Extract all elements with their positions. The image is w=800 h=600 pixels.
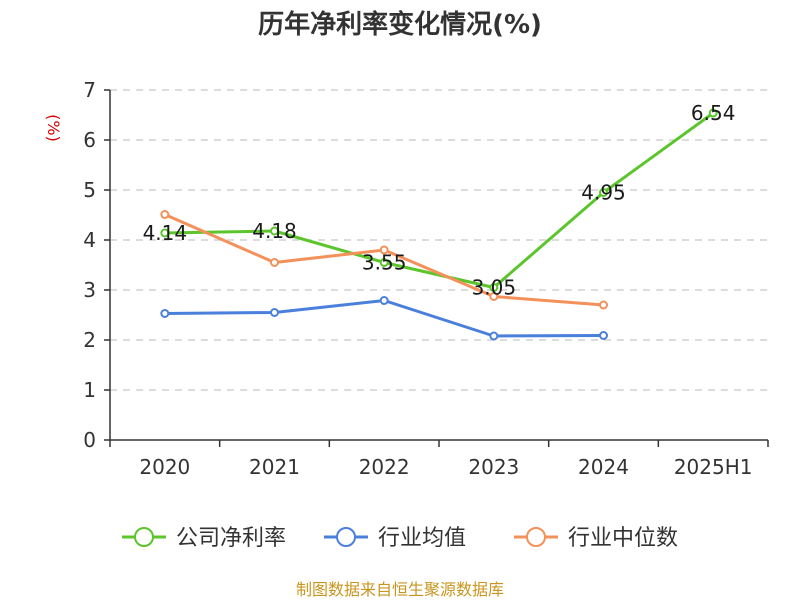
axes: 0 1 2 3 4 5 6 7 2020 2021 2022 2023 2024 2025H1: [83, 78, 769, 479]
data-point: [599, 188, 608, 197]
y-tick-label: 2: [83, 328, 96, 352]
data-label: 4.95: [581, 181, 626, 205]
x-tick-label: 2023: [468, 455, 519, 479]
data-point: [599, 300, 608, 310]
legend-label: 行业均值: [378, 526, 466, 551]
legend-item-1[interactable]: 行业均值: [324, 526, 466, 551]
y-tick-label: 4: [83, 228, 96, 252]
legend-label: 行业中位数: [568, 526, 678, 551]
data-point: [270, 226, 279, 236]
legend-item-2[interactable]: 行业中位数: [514, 526, 678, 551]
data-label: 3.55: [362, 251, 407, 275]
y-axis-unit-label: (%): [44, 114, 63, 142]
data-point: [270, 308, 279, 317]
legend-item-0[interactable]: 公司净利率: [122, 526, 286, 551]
chart-title: 历年净利率变化情况(%): [258, 9, 542, 40]
data-label: 3.05: [472, 276, 517, 300]
legend[interactable]: 公司净利率 行业均值 行业中位数: [122, 526, 678, 551]
data-label: 4.14: [143, 221, 188, 245]
x-tick-label: 2025H1: [674, 455, 753, 479]
data-point: [489, 331, 499, 341]
data-point: [379, 296, 389, 305]
x-tick-label: 2020: [139, 455, 190, 479]
y-tick-label: 6: [83, 128, 96, 152]
data-point: [489, 292, 499, 301]
legend-circle-icon: [134, 527, 154, 547]
data-label: 6.54: [691, 101, 736, 125]
y-tick-label: 1: [83, 378, 96, 402]
data-point: [160, 210, 170, 219]
y-tick-label: 5: [83, 178, 96, 202]
series-line-0: [164, 111, 715, 289]
data-point: [379, 245, 389, 255]
data-point: [708, 108, 718, 118]
y-tick-label: 3: [83, 278, 96, 302]
data-point: [599, 331, 608, 340]
x-tick-label: 2024: [578, 455, 629, 479]
legend-label: 公司净利率: [176, 526, 286, 551]
x-tick-label: 2022: [359, 455, 410, 479]
grid-lines: [110, 89, 768, 391]
source-note: 制图数据来自恒生聚源数据库: [296, 580, 504, 599]
data-point: [160, 309, 170, 318]
data-point: [489, 283, 499, 292]
series-lines: [160, 108, 718, 341]
data-point: [379, 258, 389, 267]
x-tick-label: 2021: [249, 455, 300, 479]
y-tick-label: 7: [83, 78, 96, 102]
data-labels: 4.14 4.18 3.55 3.05 4.95 6.54: [143, 101, 736, 300]
data-label: 4.18: [252, 219, 297, 243]
series-line-1: [164, 299, 604, 338]
data-point: [160, 228, 170, 238]
y-tick-label: 0: [83, 428, 96, 452]
legend-circle-icon: [336, 527, 356, 547]
legend-circle-icon: [526, 527, 546, 547]
data-point: [270, 258, 279, 267]
